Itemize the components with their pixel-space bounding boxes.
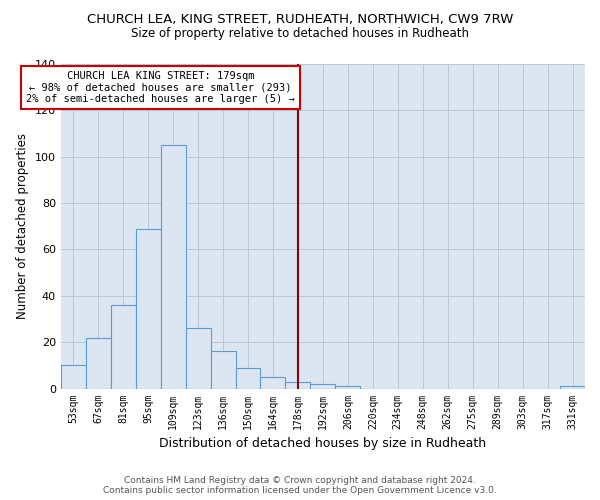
Y-axis label: Number of detached properties: Number of detached properties [16,134,29,320]
Bar [161,145,185,388]
X-axis label: Distribution of detached houses by size in Rudheath: Distribution of detached houses by size … [160,437,487,450]
Bar [236,368,260,388]
Text: Contains HM Land Registry data © Crown copyright and database right 2024.
Contai: Contains HM Land Registry data © Crown c… [103,476,497,495]
Bar [111,305,136,388]
Text: CHURCH LEA KING STREET: 179sqm
← 98% of detached houses are smaller (293)
2% of : CHURCH LEA KING STREET: 179sqm ← 98% of … [26,71,295,104]
Text: Size of property relative to detached houses in Rudheath: Size of property relative to detached ho… [131,28,469,40]
Bar [260,377,286,388]
Bar [560,386,585,388]
Bar [136,228,161,388]
Bar [310,384,335,388]
Bar [335,386,361,388]
Text: CHURCH LEA, KING STREET, RUDHEATH, NORTHWICH, CW9 7RW: CHURCH LEA, KING STREET, RUDHEATH, NORTH… [87,12,513,26]
Bar [286,382,310,388]
Bar [185,328,211,388]
Bar [86,338,111,388]
Bar [211,352,236,389]
Bar [61,366,86,388]
